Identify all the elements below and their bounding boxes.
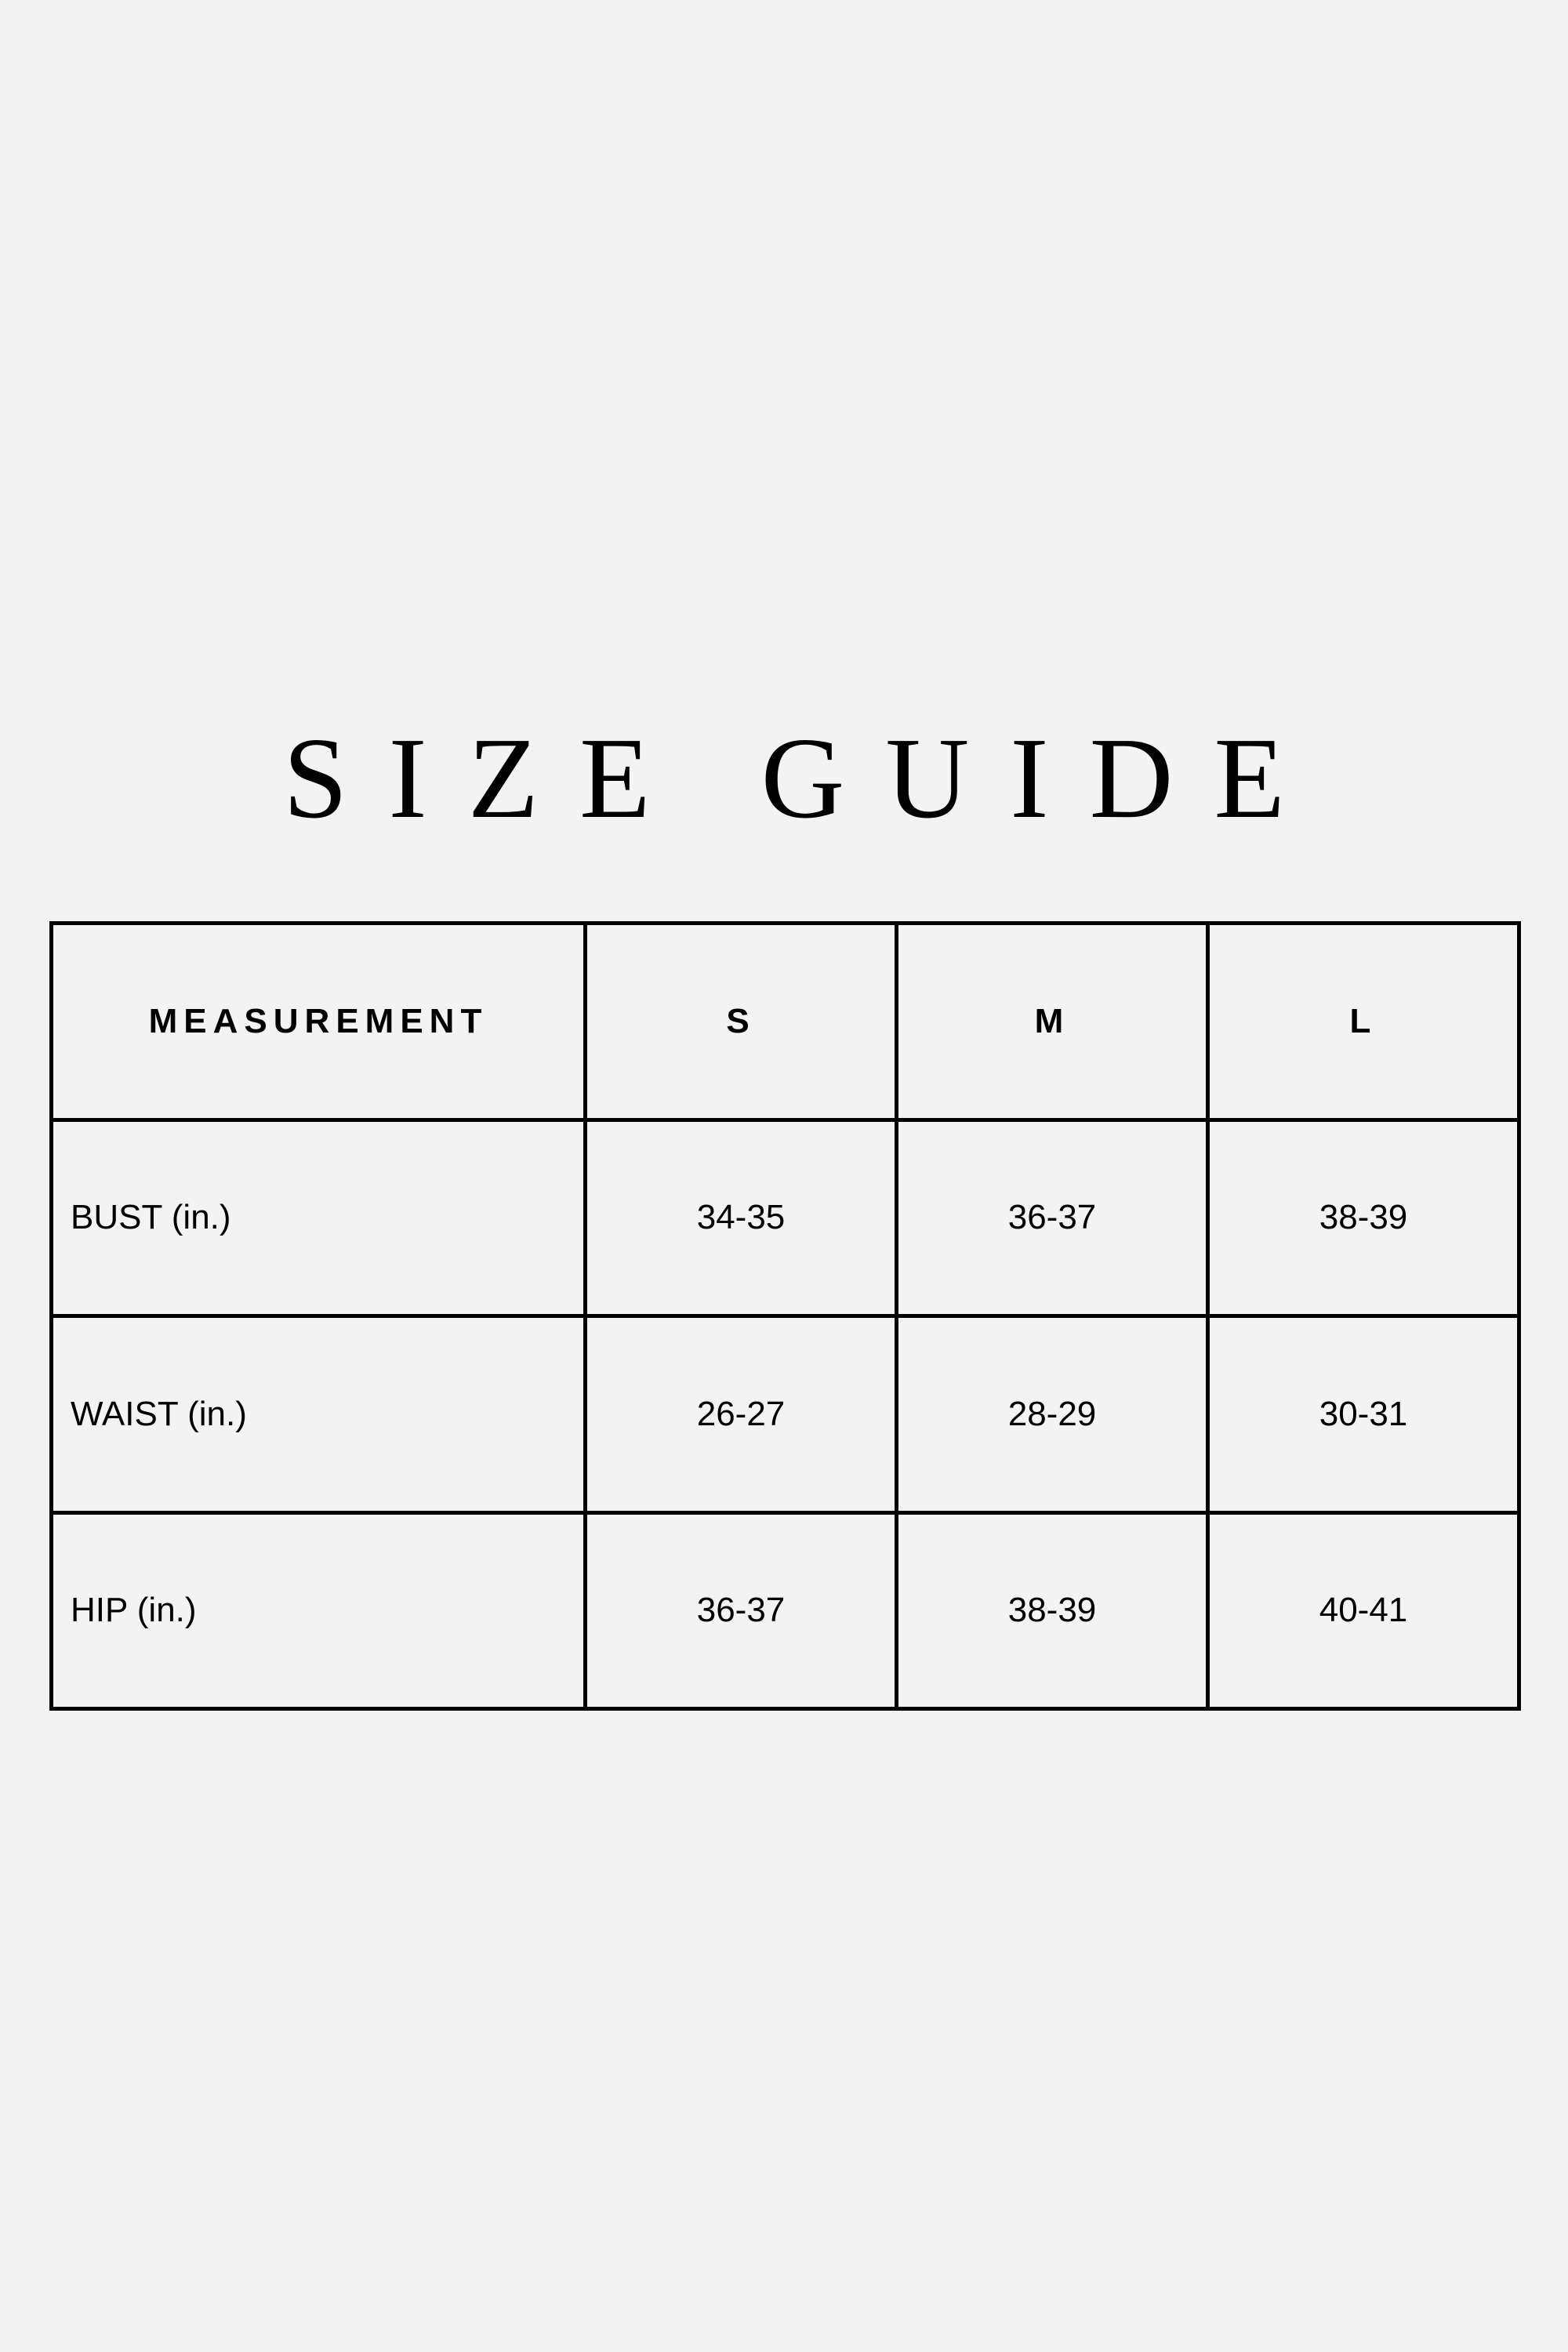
table-cell: 38-39 (895, 1510, 1210, 1711)
header-size-s: S (583, 921, 898, 1122)
header-measurement: MEASUREMENT (49, 921, 587, 1122)
table-header-row: MEASUREMENT S M L (49, 921, 1521, 1122)
table-cell: 38-39 (1206, 1117, 1521, 1318)
page-title: SIZE GUIDE (283, 714, 1326, 844)
table-cell: 40-41 (1206, 1510, 1521, 1711)
table-cell: 28-29 (895, 1314, 1210, 1515)
table-cell: 34-35 (583, 1117, 898, 1318)
table-cell: 36-37 (583, 1510, 898, 1711)
size-guide-table: MEASUREMENT S M L BUST (in.) 34-35 36-37… (49, 921, 1521, 1711)
header-size-l: L (1206, 921, 1521, 1122)
row-label: HIP (in.) (49, 1510, 587, 1711)
table-row: BUST (in.) 34-35 36-37 38-39 (49, 1117, 1521, 1318)
table-cell: 36-37 (895, 1117, 1210, 1318)
row-label: WAIST (in.) (49, 1314, 587, 1515)
row-label: BUST (in.) (49, 1117, 587, 1318)
table-row: HIP (in.) 36-37 38-39 40-41 (49, 1510, 1521, 1711)
table-cell: 26-27 (583, 1314, 898, 1515)
header-size-m: M (895, 921, 1210, 1122)
table-row: WAIST (in.) 26-27 28-29 30-31 (49, 1314, 1521, 1515)
table-cell: 30-31 (1206, 1314, 1521, 1515)
